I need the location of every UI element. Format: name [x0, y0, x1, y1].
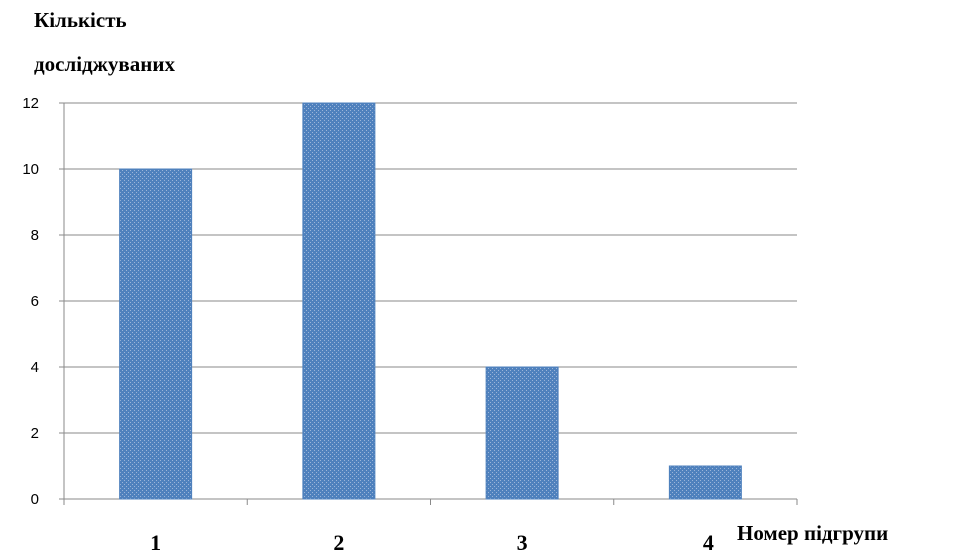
- y-tick-label: 4: [31, 359, 39, 376]
- bar-3: [485, 366, 559, 500]
- bar-4: [668, 465, 742, 500]
- bar-1: [119, 168, 193, 500]
- bars: [119, 102, 742, 500]
- x-tick-label: 1: [150, 530, 161, 555]
- y-tick-label: 8: [31, 227, 39, 244]
- bar-2: [302, 102, 376, 500]
- y-tick-label: 12: [22, 95, 39, 112]
- y-axis-label-line-1: Кількість: [34, 8, 127, 32]
- x-axis-label: Номер підгрупи: [737, 521, 889, 545]
- y-tick-label: 2: [31, 425, 39, 442]
- y-tick-label: 6: [31, 293, 39, 310]
- x-tick-label: 2: [333, 530, 344, 555]
- y-tick-label: 10: [22, 161, 39, 178]
- x-tick-label: 4: [703, 530, 714, 555]
- y-axis-label-line-2: досліджуваних: [34, 52, 175, 76]
- y-tick-label: 0: [31, 491, 39, 508]
- x-tick-label: 3: [517, 530, 528, 555]
